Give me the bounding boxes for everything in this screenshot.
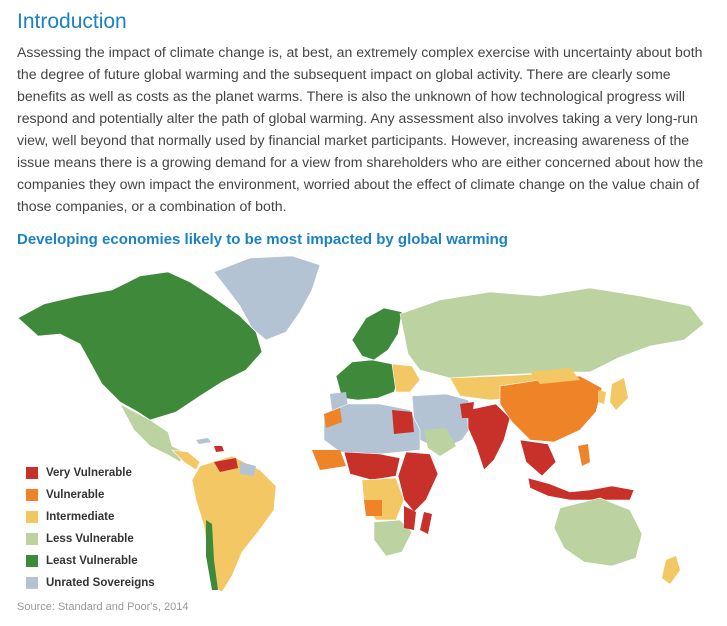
region-morocco [324,408,342,428]
region-madagascar [420,512,432,534]
region-southern-africa [373,519,413,557]
region-pakistan [460,402,474,418]
region-iberia [330,392,348,410]
region-japan [610,378,628,410]
region-philippines [578,444,590,466]
legend-swatch [26,577,38,589]
legend-label: Less Vulnerable [46,533,134,545]
legend-swatch [26,489,38,501]
region-venezuela [214,458,238,472]
region-scandinavia [351,307,403,361]
region-south-america [191,455,277,593]
legend-label: Least Vulnerable [46,555,138,567]
map-title: Developing economies likely to be most i… [17,231,508,248]
region-china [499,375,603,443]
legend-swatch [26,511,38,523]
region-new-zealand [662,556,680,584]
region-india [467,403,511,471]
world-vulnerability-map [17,255,705,593]
region-mongolia [530,368,580,384]
region-caribbean [214,446,224,452]
region-southeast-asia [519,439,557,477]
region-korea [598,390,606,404]
region-central-america [171,449,201,471]
legend-label: Vulnerable [46,489,105,501]
legend-item-very-vulnerable: Very Vulnerable [26,462,155,484]
legend-swatch [26,555,38,567]
legend-item-least-vulnerable: Least Vulnerable [26,550,155,572]
region-greenland [213,255,321,341]
region-east-africa [397,451,439,513]
region-sahel [343,451,401,481]
intro-paragraph: Assessing the impact of climate change i… [17,44,704,214]
section-heading: Introduction [17,10,127,33]
source-note: Source: Standard and Poor's, 2014 [17,601,189,613]
region-mozambique [404,506,416,530]
region-arabia [424,428,456,456]
region-west-africa [312,450,346,470]
legend-item-vulnerable: Vulnerable [26,484,155,506]
region-caribbean-2 [196,438,211,444]
map-legend: Very Vulnerable Vulnerable Intermediate … [26,462,155,594]
legend-item-intermediate: Intermediate [26,506,155,528]
legend-label: Intermediate [46,511,115,523]
region-australia [553,497,643,567]
region-eastern-europe [391,363,421,393]
legend-swatch [26,467,38,479]
region-guiana [240,462,256,476]
legend-label: Unrated Sovereigns [46,577,155,589]
region-north-america [17,271,263,421]
region-indonesia [527,477,635,501]
legend-swatch [26,533,38,545]
region-russia [399,287,705,379]
region-chile [206,520,218,590]
legend-item-less-vulnerable: Less Vulnerable [26,528,155,550]
region-egypt [392,410,414,434]
legend-item-unrated: Unrated Sovereigns [26,572,155,594]
legend-label: Very Vulnerable [46,467,132,479]
region-angola [364,500,382,516]
